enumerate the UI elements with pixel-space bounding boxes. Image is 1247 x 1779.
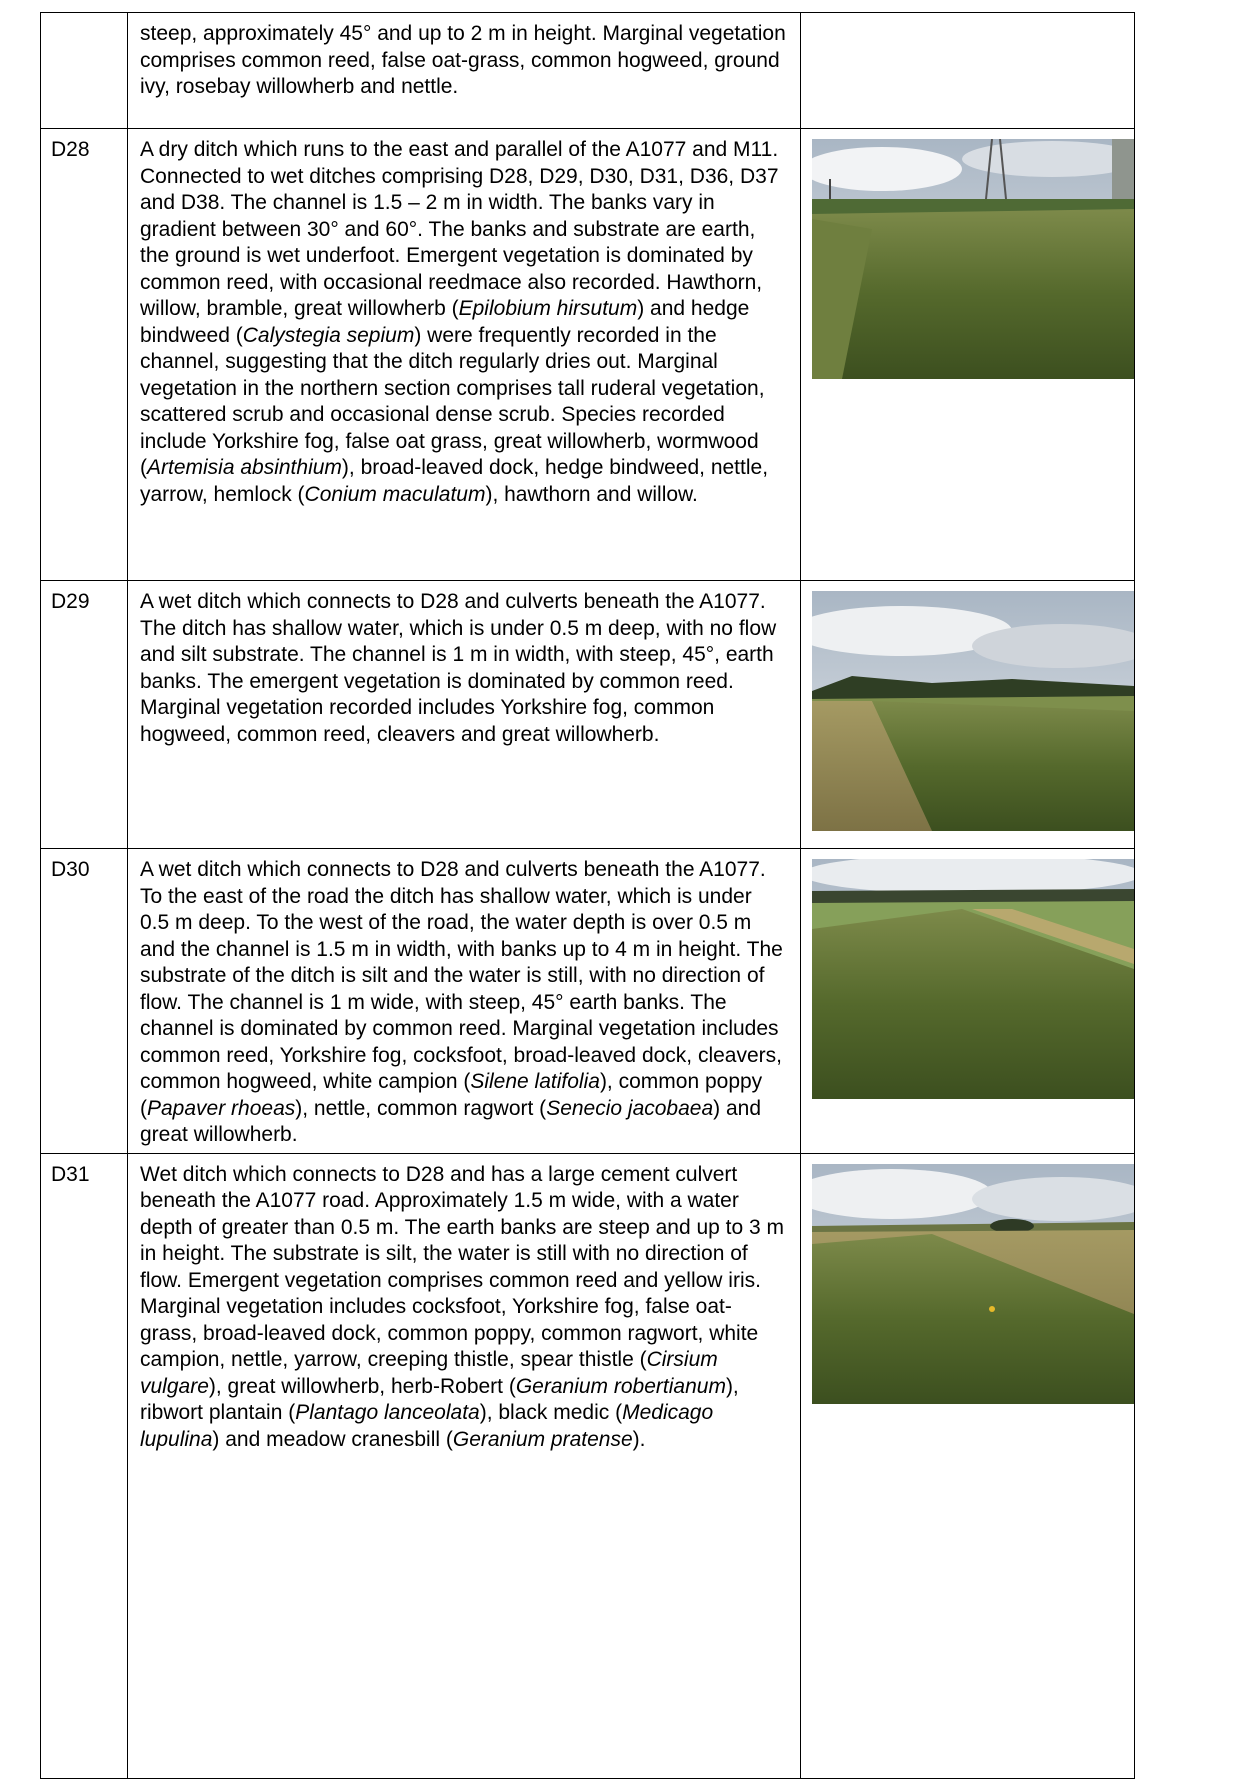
description: A dry ditch which runs to the east and p… (140, 137, 786, 508)
id-cell: D30 (40, 848, 128, 1154)
table-row: steep, approximately 45° and up to 2 m i… (40, 12, 1135, 129)
ditch-id: D28 (51, 138, 90, 161)
text: Wet ditch which connects to D28 and has … (140, 1162, 785, 1372)
description: Wet ditch which connects to D28 and has … (140, 1162, 786, 1454)
species-name: Epilobium hirsutum (458, 297, 638, 320)
ditch-id: D29 (51, 590, 90, 613)
text: steep, approximately 45° and up to 2 m i… (140, 22, 786, 98)
table-row: D31 Wet ditch which connects to D28 and … (40, 1152, 1135, 1779)
species-name: Silene latifolia (470, 1070, 600, 1093)
site-photo (812, 591, 1134, 831)
site-photo (812, 859, 1134, 1099)
text: A wet ditch which connects to D28 and cu… (140, 590, 777, 746)
text: A wet ditch which connects to D28 and cu… (140, 858, 783, 1093)
habitat-table: steep, approximately 45° and up to 2 m i… (40, 12, 1135, 1779)
description: A wet ditch which connects to D28 and cu… (140, 857, 786, 1149)
text: ). (632, 1427, 646, 1451)
species-name: Plantago lanceolata (295, 1401, 480, 1424)
species-name: Geranium robertianum (515, 1374, 726, 1398)
text: ), hawthorn and willow. (485, 482, 698, 506)
description: A wet ditch which connects to D28 and cu… (140, 589, 786, 748)
species-name: Cirsium vulgare (140, 1348, 718, 1398)
text: ), broad-leaved dock, hedge bindweed, ne… (140, 456, 769, 506)
species-name: Papaver rhoeas (147, 1096, 296, 1120)
table-row: D30 A wet ditch which connects to D28 an… (40, 848, 1135, 1154)
text: ) and meadow cranesbill ( (212, 1427, 453, 1451)
description-cell: Wet ditch which connects to D28 and has … (127, 1152, 801, 1779)
description: steep, approximately 45° and up to 2 m i… (140, 21, 786, 101)
text: ), nettle, common ragwort ( (295, 1096, 547, 1120)
site-photo (812, 1163, 1134, 1404)
table-row: D28 A dry ditch which runs to the east a… (40, 128, 1135, 581)
species-name: Conium maculatum (304, 482, 486, 506)
species-name: Medicago lupulina (140, 1401, 714, 1451)
photo-cell (800, 848, 1135, 1154)
text: A dry ditch which runs to the east and p… (140, 138, 779, 320)
photo-cell (800, 128, 1135, 581)
text: ) and great willowherb. (140, 1096, 762, 1147)
text: ), common poppy ( (140, 1070, 763, 1120)
text: ), ribwort plantain ( (140, 1374, 739, 1425)
ditch-id: D30 (51, 858, 90, 881)
description-cell: steep, approximately 45° and up to 2 m i… (127, 12, 801, 129)
text: ) and hedge bindweed ( (140, 297, 750, 347)
id-cell (40, 12, 128, 129)
description-cell: A dry ditch which runs to the east and p… (127, 128, 801, 581)
species-name: Calystegia sepium (242, 323, 415, 347)
text: ), black medic ( (479, 1401, 623, 1424)
id-cell: D31 (40, 1152, 128, 1779)
id-cell: D28 (40, 128, 128, 581)
text: ) were frequently recorded in the channe… (140, 323, 765, 480)
photo-cell (800, 12, 1135, 129)
description-cell: A wet ditch which connects to D28 and cu… (127, 848, 801, 1154)
ditch-id: D31 (51, 1162, 90, 1186)
photo-cell (800, 1152, 1135, 1779)
table-row: D29 A wet ditch which connects to D28 an… (40, 580, 1135, 849)
id-cell: D29 (40, 580, 128, 849)
text: ), great willowherb, herb-Robert ( (208, 1374, 516, 1398)
photo-cell (800, 580, 1135, 849)
description-cell: A wet ditch which connects to D28 and cu… (127, 580, 801, 849)
species-name: Artemisia absinthium (147, 456, 342, 479)
site-photo (812, 139, 1134, 379)
species-name: Geranium pratense (452, 1427, 633, 1451)
species-name: Senecio jacobaea (546, 1096, 714, 1120)
page: steep, approximately 45° and up to 2 m i… (40, 12, 1135, 1779)
